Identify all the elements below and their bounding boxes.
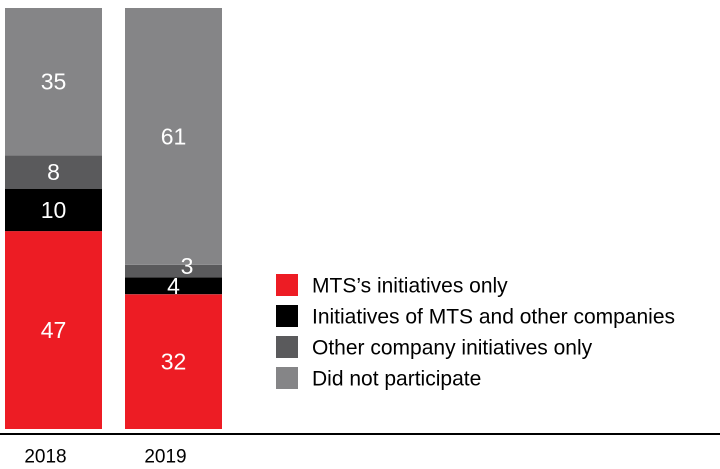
bar-segment-2018-4 [5, 8, 102, 156]
bar-labels-group: 47 10 8 35 32 43 61 [41, 69, 194, 375]
x-tick-label-2019: 2019 [144, 447, 186, 468]
x-tick-label-2018: 2018 [24, 447, 66, 468]
legend-label-1: MTS’s initiatives only [312, 275, 508, 298]
data-label-2018-3: 8 [47, 159, 60, 185]
bar-segment-2018-1 [5, 231, 102, 429]
legend-label-2: Initiatives of MTS and other companies [312, 306, 675, 329]
bar-segment-2019-1 [125, 294, 222, 429]
legend-label-3: Other company initiatives only [312, 337, 593, 360]
data-label-2019-3: 3 [181, 253, 194, 279]
legend-swatch-3 [276, 336, 298, 358]
legend-swatch-4 [276, 367, 298, 389]
data-label-2019-4: 61 [161, 123, 187, 149]
bar-segment-2019-2 [125, 277, 222, 295]
data-label-2018-1: 47 [41, 317, 67, 343]
bar-segment-2018-2 [5, 189, 102, 232]
bars-group [5, 8, 222, 429]
x-tick-labels: 2018 2019 [24, 447, 186, 468]
legend-swatch-1 [276, 274, 298, 296]
data-label-2018-2: 10 [41, 197, 67, 223]
data-label-2019-1: 32 [161, 349, 187, 375]
legend-label-4: Did not participate [312, 368, 481, 391]
bar-segment-2019-3 [125, 264, 222, 278]
bar-segment-2018-3 [5, 155, 102, 189]
data-label-2019-2: 4 [167, 273, 180, 299]
data-label-2018-4: 35 [41, 69, 67, 95]
legend: MTS’s initiatives only Initiatives of MTS… [276, 274, 675, 391]
legend-swatch-2 [276, 305, 298, 327]
bar-segment-2019-4 [125, 8, 222, 265]
